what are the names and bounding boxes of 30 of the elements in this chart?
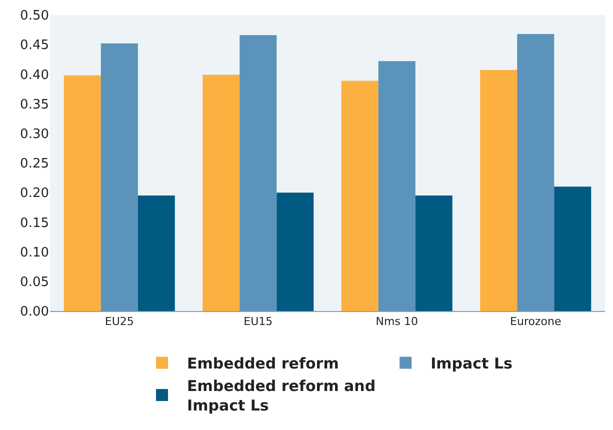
x-tick-label: Eurozone xyxy=(510,315,562,328)
bar xyxy=(480,70,518,311)
y-tick-label: 0.25 xyxy=(20,156,49,172)
y-tick-label: 0.00 xyxy=(20,304,49,320)
x-tick-label: EU15 xyxy=(244,315,273,328)
x-tick-label: Nms 10 xyxy=(376,315,418,328)
y-tick-label: 0.20 xyxy=(20,186,49,202)
bar xyxy=(415,196,452,311)
bar xyxy=(240,35,277,311)
bar xyxy=(100,43,138,311)
bar xyxy=(202,74,240,311)
legend-label: Embedded reform and Impact Ls xyxy=(187,377,376,415)
bar xyxy=(276,192,314,311)
bar xyxy=(341,80,378,311)
bar xyxy=(138,196,175,311)
bar xyxy=(554,186,592,311)
x-tick-label: EU25 xyxy=(104,315,134,328)
legend-label: Embedded reform xyxy=(187,354,339,373)
bar xyxy=(64,75,101,311)
y-tick-label: 0.45 xyxy=(20,38,49,54)
y-tick-label: 0.50 xyxy=(20,8,49,24)
y-tick-label: 0.35 xyxy=(20,97,49,112)
bar xyxy=(378,61,416,311)
bar xyxy=(517,34,554,311)
legend-label: Impact Ls xyxy=(430,354,513,373)
y-tick-label: 0.30 xyxy=(20,126,49,142)
y-tick-label: 0.05 xyxy=(20,274,49,290)
y-tick-label: 0.40 xyxy=(20,68,49,83)
y-tick-label: 0.10 xyxy=(20,245,49,260)
y-tick-label: 0.15 xyxy=(20,216,49,231)
